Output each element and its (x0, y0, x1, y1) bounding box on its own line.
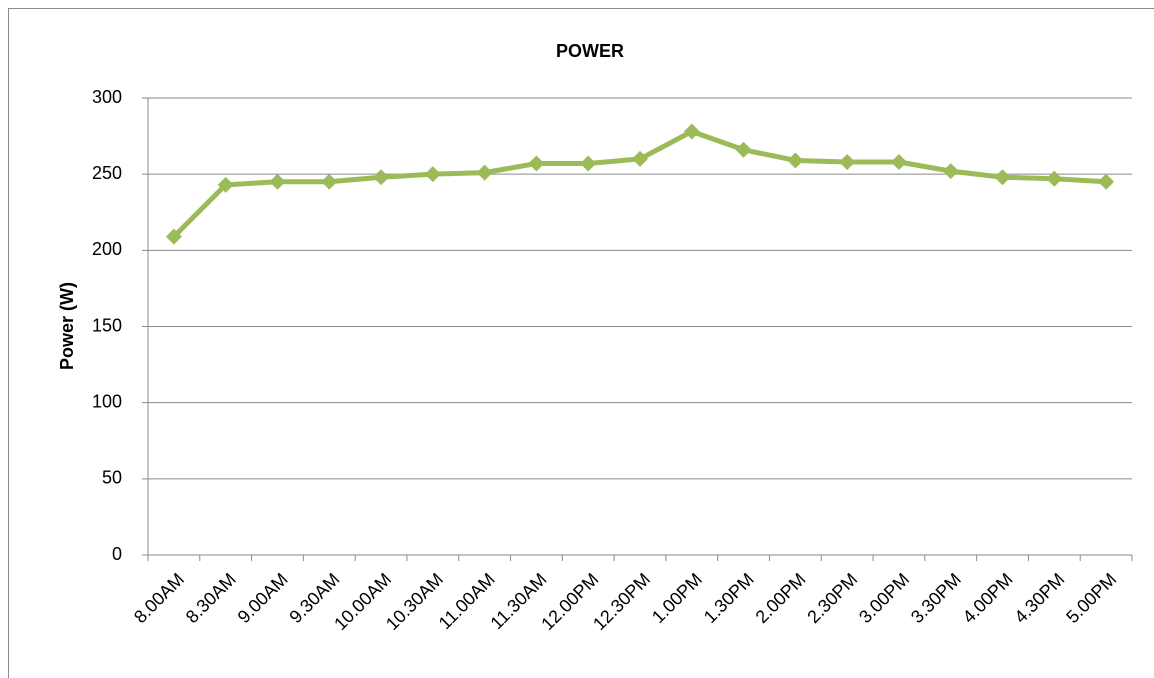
data-point (165, 228, 182, 245)
y-tick-label: 150 (92, 315, 122, 335)
data-point (321, 173, 338, 190)
data-point (476, 164, 493, 181)
y-tick-label: 0 (112, 544, 122, 564)
y-tick-label: 300 (92, 87, 122, 107)
data-point (217, 176, 234, 193)
y-tick-label: 100 (92, 391, 122, 411)
data-point (890, 153, 907, 170)
chart-border (8, 8, 1154, 678)
data-point (632, 150, 648, 167)
data-point (528, 155, 545, 172)
data-point (424, 166, 441, 183)
data-point (269, 173, 286, 190)
data-point (942, 163, 959, 180)
data-point (994, 169, 1011, 186)
data-point (735, 141, 752, 158)
data-point (787, 152, 804, 169)
y-tick-label: 250 (92, 163, 122, 183)
data-point (373, 169, 390, 186)
data-point (683, 123, 700, 140)
data-point (1098, 173, 1115, 190)
data-point (839, 153, 856, 170)
y-tick-label: 50 (102, 468, 122, 488)
y-axis-label: Power (W) (57, 282, 77, 370)
data-point (580, 155, 597, 172)
chart-title: POWER (556, 41, 624, 61)
data-point (1046, 170, 1063, 187)
y-tick-label: 200 (92, 239, 122, 259)
